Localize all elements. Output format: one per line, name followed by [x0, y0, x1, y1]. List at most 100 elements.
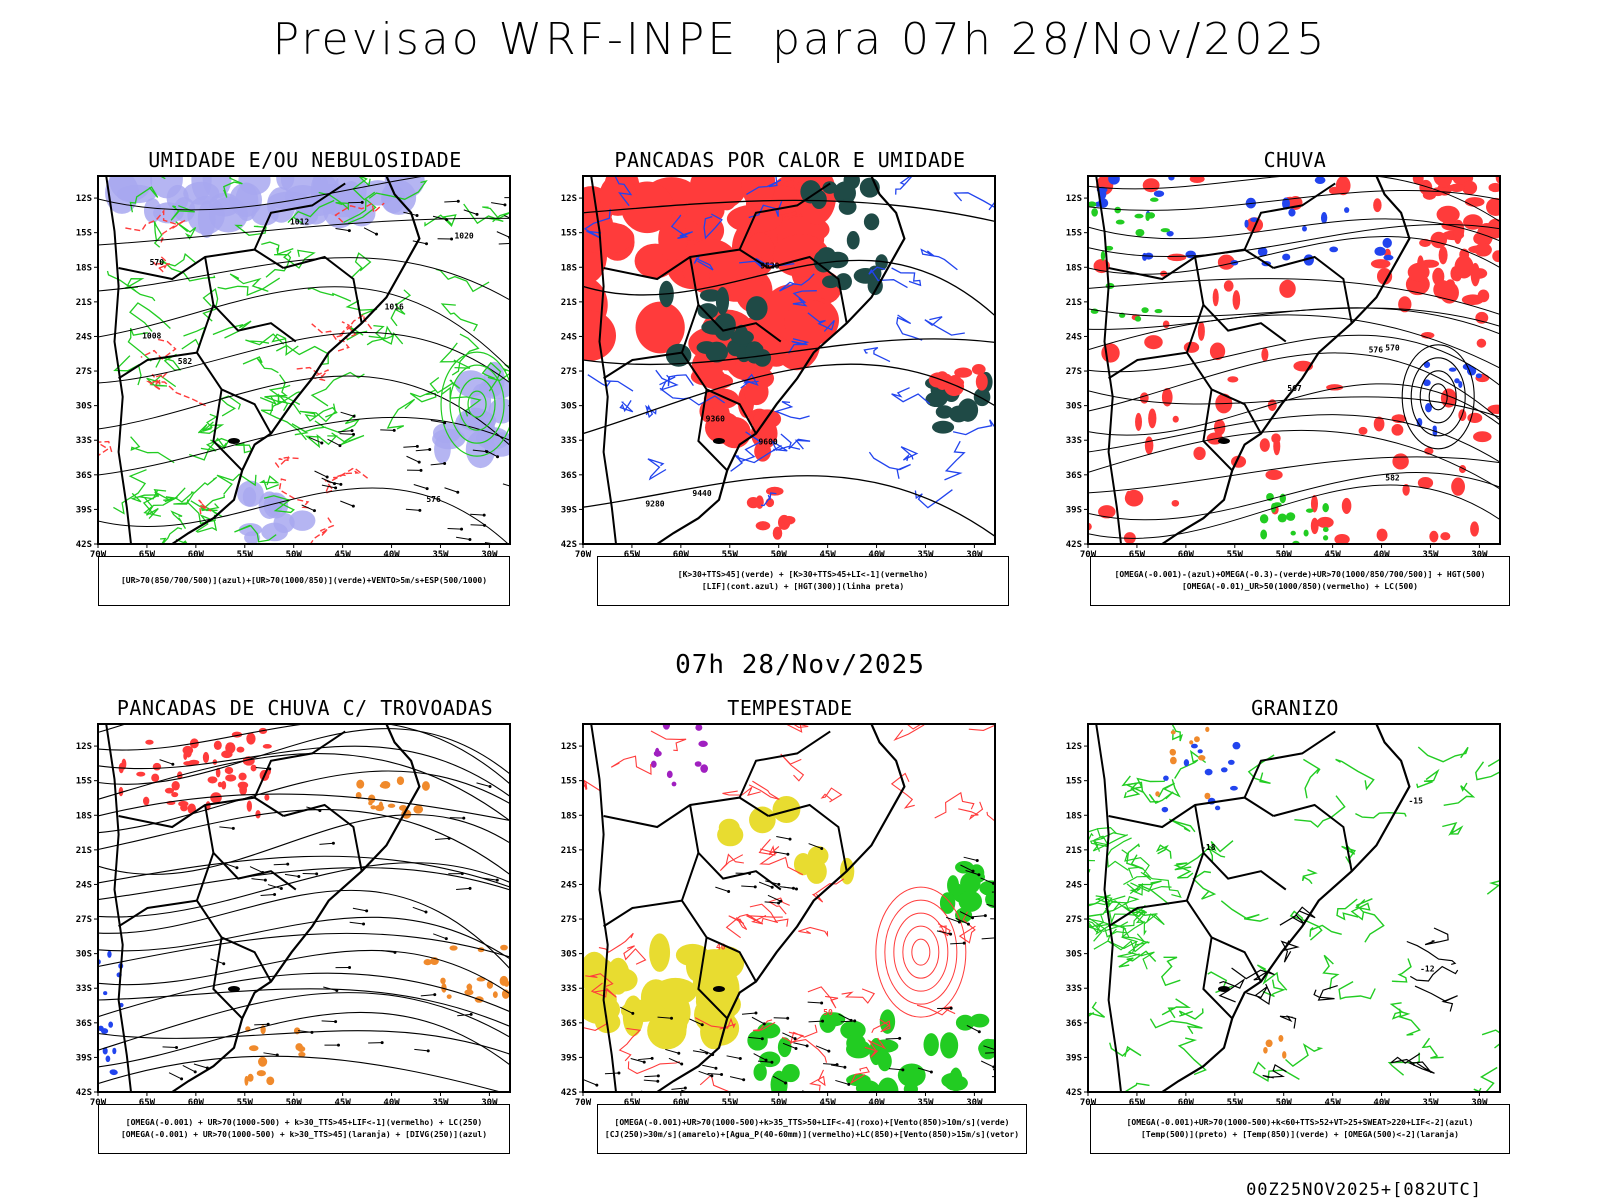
andes-coastline — [105, 723, 132, 1093]
contour-line — [113, 355, 142, 386]
wind-vector — [643, 1079, 658, 1082]
contour-line — [958, 801, 984, 821]
field-blob — [387, 803, 396, 808]
contour-line — [368, 180, 428, 200]
field-blob — [1244, 219, 1249, 228]
contour-line — [1177, 1037, 1207, 1076]
field-blob — [1488, 182, 1500, 193]
contour-line — [170, 510, 187, 529]
contour-line — [900, 446, 919, 462]
wind-vector-head — [351, 504, 355, 508]
contour-line — [807, 986, 839, 1009]
contour-line — [242, 356, 279, 374]
contour-line — [1206, 840, 1234, 862]
contour-line — [390, 289, 412, 327]
lat-label: 27S — [561, 915, 577, 925]
wind-vector — [774, 851, 788, 855]
wind-vector — [971, 915, 986, 918]
lon-label: 65W — [1129, 1098, 1146, 1108]
field-blob — [1214, 805, 1221, 811]
lat-label: 12S — [76, 194, 92, 204]
wind-vector — [699, 1048, 713, 1056]
field-blob — [1108, 176, 1120, 185]
contour-line — [1355, 898, 1385, 943]
field-blob — [822, 181, 837, 194]
andes-coastline — [590, 175, 617, 545]
map-border — [582, 723, 996, 1093]
contour-line — [140, 338, 177, 360]
wind-vector-head — [445, 218, 449, 222]
contour-line — [719, 853, 744, 871]
streamline — [583, 338, 995, 366]
field-blob — [1197, 321, 1205, 341]
wind-vector-head — [310, 1030, 314, 1034]
wind-vector — [815, 1045, 830, 1052]
field-blob — [1322, 526, 1329, 533]
field-blob — [1314, 176, 1326, 184]
field-blob — [239, 784, 247, 796]
wind-vector — [456, 536, 471, 540]
field-blob — [1259, 514, 1269, 524]
lon-label: 40W — [868, 550, 885, 560]
legend-pancadas-calor: [K>30+TTS>45](verde) + [K>30+TTS>45+LI<-… — [597, 556, 1009, 606]
contour-line — [129, 186, 159, 213]
field-blob — [944, 1075, 968, 1091]
field-blob — [1209, 342, 1226, 361]
contour-label: 582 — [178, 357, 193, 366]
field-blob — [454, 370, 487, 398]
field-blob — [136, 771, 146, 777]
wind-vector-head — [443, 462, 447, 466]
field-blob — [1263, 1046, 1268, 1054]
wind-vector — [807, 1001, 822, 1004]
field-blob — [1391, 423, 1404, 436]
map-umidade: 1008 1012 1016 1020 570 576 582 12S 15S 18S 21S 24S… — [76, 175, 511, 560]
wind-vector-head — [462, 816, 466, 820]
field-blob — [340, 181, 363, 218]
contour-line — [1410, 965, 1459, 982]
field-blob — [221, 780, 227, 790]
contour-line — [1443, 782, 1476, 806]
contour-line — [1481, 1029, 1500, 1049]
contour-line — [352, 176, 376, 201]
field-blob — [1451, 477, 1465, 496]
wind-vector — [162, 1046, 177, 1049]
contour-line — [234, 224, 267, 236]
wind-vector — [335, 228, 350, 232]
wind-vector-head — [334, 486, 338, 490]
wind-vector-head — [727, 889, 731, 893]
field-blob — [697, 303, 719, 319]
streamline — [1088, 278, 1500, 315]
field-blob — [446, 994, 452, 999]
wind-vector — [620, 1006, 634, 1014]
streamline — [98, 487, 509, 544]
wind-vector — [981, 937, 995, 940]
wind-vector-head — [770, 1060, 774, 1064]
contour-line — [614, 176, 633, 207]
contour-line — [350, 252, 372, 279]
streamline — [98, 949, 510, 995]
contour-line — [868, 266, 908, 289]
field-blob — [107, 950, 112, 958]
wind-vector — [702, 1064, 717, 1069]
contour-line — [331, 432, 365, 446]
lat-label: 42S — [76, 1088, 92, 1098]
contour-line — [274, 455, 301, 468]
contour-line — [1123, 866, 1151, 886]
contour-label: 9600 — [758, 437, 777, 446]
wind-vector — [689, 1018, 703, 1026]
wind-vector — [403, 445, 418, 448]
contour-line — [666, 374, 694, 387]
wind-vector — [340, 411, 355, 417]
wind-vector-head — [949, 932, 953, 936]
contour-line — [1088, 869, 1091, 873]
wind-vector-head — [786, 1016, 790, 1020]
contour-line — [792, 290, 817, 307]
field-blob — [1169, 756, 1177, 765]
field-blob — [635, 301, 685, 354]
field-blob — [1476, 338, 1487, 348]
wind-vector-head — [235, 866, 239, 870]
coastline — [656, 175, 906, 545]
political-border — [697, 389, 728, 472]
field-blob — [867, 276, 883, 296]
